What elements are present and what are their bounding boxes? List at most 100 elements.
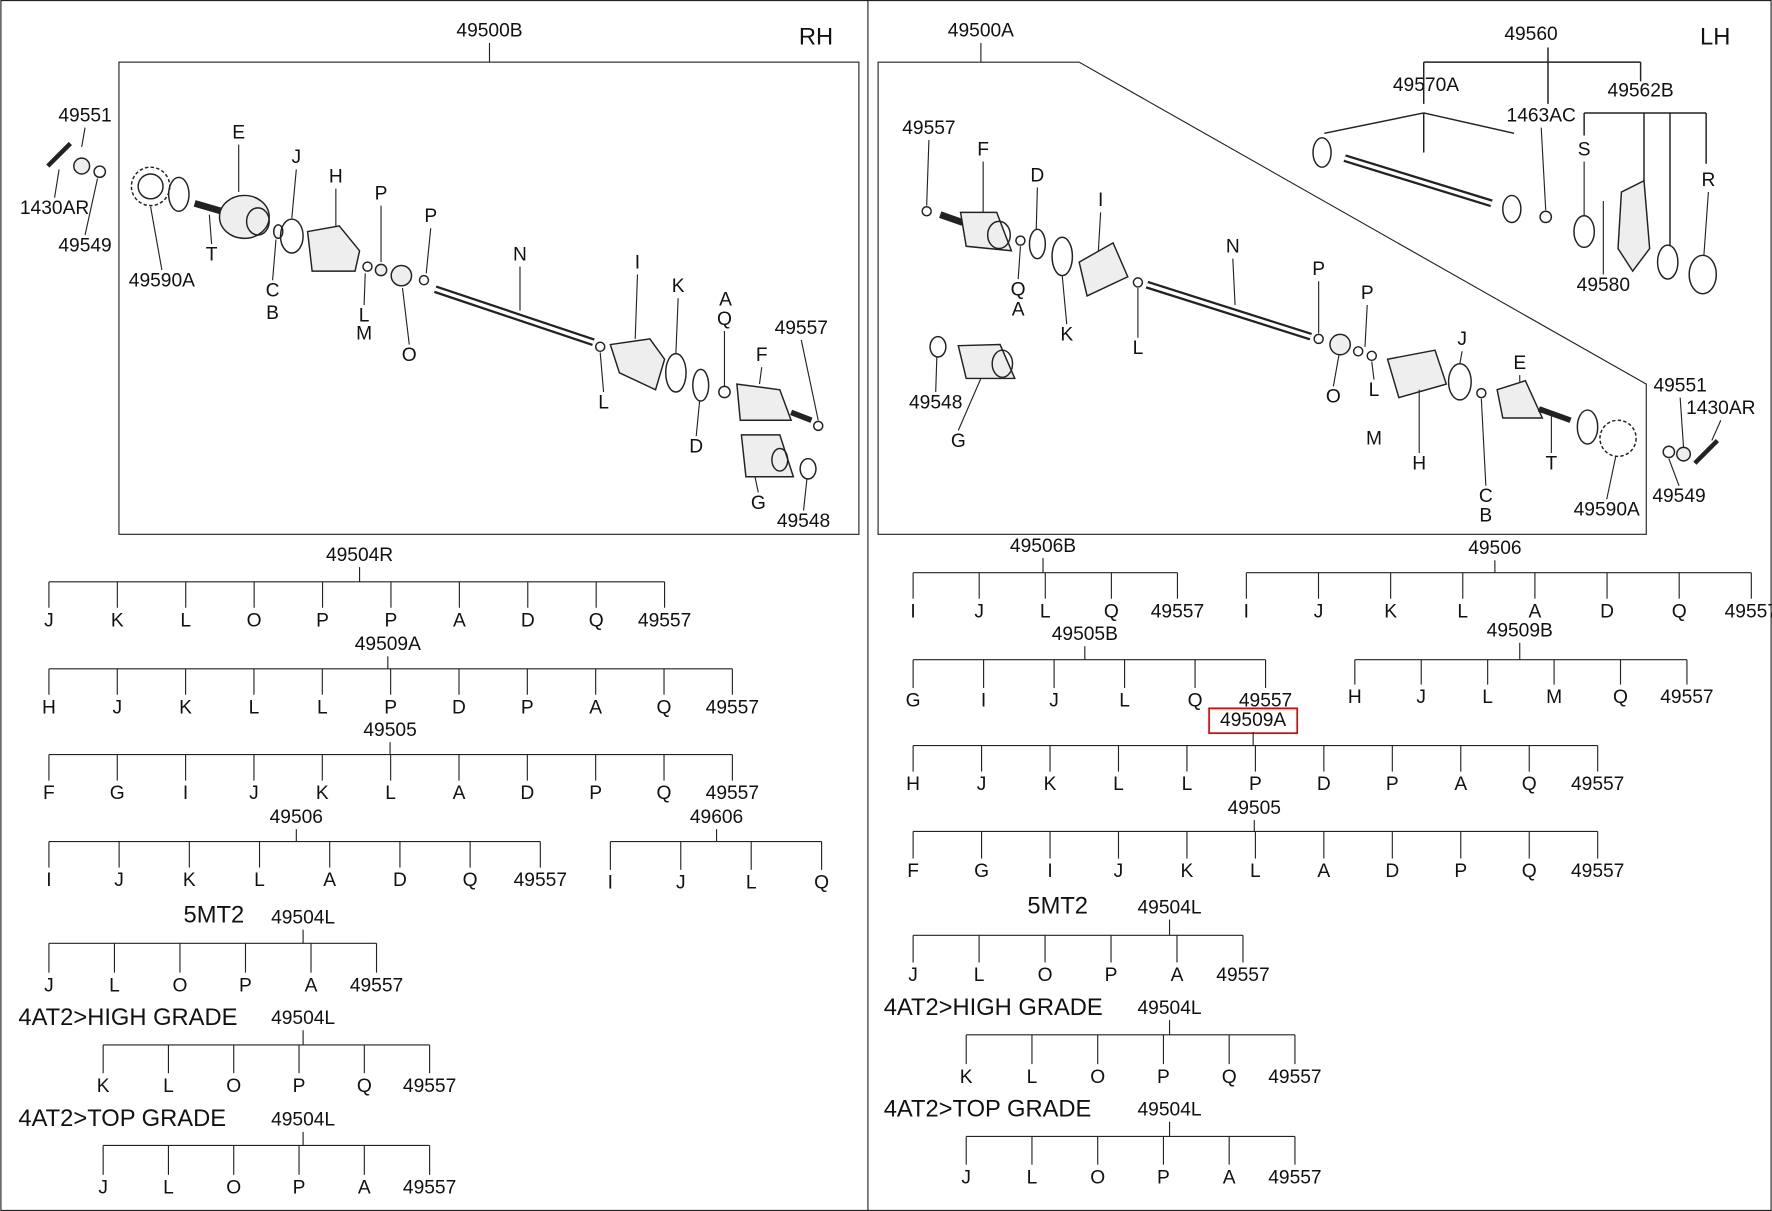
tree-child: 49557	[706, 783, 759, 804]
tree-child: 49557	[1725, 601, 1772, 622]
tree-child: A	[1223, 1167, 1236, 1188]
leader	[272, 239, 277, 281]
tree-parent: 49509B	[1487, 621, 1553, 642]
leader	[935, 356, 938, 393]
tree-child: G	[974, 861, 989, 882]
leader	[800, 339, 819, 421]
tree-child: J	[961, 1167, 971, 1188]
leader	[363, 273, 366, 306]
tree-child: D	[1600, 601, 1614, 622]
side-label: LH	[1700, 25, 1730, 51]
tree-child: K	[1044, 774, 1057, 795]
tree-child: 49557	[1216, 965, 1269, 986]
tree-child: J	[114, 870, 124, 891]
callout-label: I	[635, 252, 640, 273]
callout-label: M	[356, 323, 372, 344]
tree-child: Q	[657, 697, 672, 718]
tree-child: L	[317, 697, 328, 718]
leader	[1703, 192, 1709, 256]
tree-child: J	[974, 601, 984, 622]
tree-child: L	[1040, 601, 1051, 622]
tree-prefix: 4AT2>TOP GRADE	[884, 1097, 1092, 1123]
tree-child: K	[97, 1076, 110, 1097]
tree-child: 49557	[1571, 774, 1624, 795]
callout-label: P	[375, 183, 388, 204]
leader	[1606, 456, 1617, 500]
callout-label: E	[1513, 353, 1526, 374]
tree-child: D	[520, 783, 534, 804]
right-parts	[921, 47, 1720, 465]
tree-child: 49557	[1660, 687, 1713, 708]
callout-label: 1463AC	[1507, 105, 1576, 126]
callout-label: L	[1133, 338, 1144, 359]
tree-child: P	[385, 610, 398, 631]
callout-label: T	[1546, 453, 1558, 474]
tree-child: Q	[1104, 601, 1119, 622]
side-label: RH	[799, 25, 833, 51]
callout-label: Q	[1011, 279, 1026, 300]
tree-child: A	[589, 697, 602, 718]
callout-label: 49551	[58, 105, 111, 126]
tree-child: A	[453, 783, 466, 804]
tree-child: L	[163, 1177, 174, 1198]
leader	[208, 214, 213, 245]
tree-parent: 49505B	[1052, 624, 1118, 645]
tree-child: A	[1454, 774, 1467, 795]
tree-child: J	[977, 774, 987, 795]
tree-child: P	[293, 1177, 306, 1198]
tree-child: 49557	[706, 697, 759, 718]
tree-child: P	[1386, 774, 1399, 795]
tree-child: J	[44, 975, 54, 996]
callout-label: N	[513, 244, 527, 265]
leader	[1232, 258, 1236, 306]
tree-parent: 49509A	[1220, 710, 1286, 731]
leader	[425, 228, 432, 274]
tree-child: L	[974, 965, 985, 986]
tree-child: 49557	[1571, 861, 1624, 882]
callout-label: E	[232, 122, 245, 143]
tree-child: J	[249, 783, 259, 804]
tree-child: O	[1090, 1067, 1105, 1088]
tree-child: P	[1105, 965, 1118, 986]
tree-child: L	[385, 783, 396, 804]
tree-parent: 49506	[270, 807, 323, 828]
tree-parent: 49606	[690, 807, 743, 828]
tree-child: K	[1384, 601, 1397, 622]
callout-label: H	[1412, 453, 1426, 474]
tree-child: 49557	[514, 870, 567, 891]
tree-child: 49557	[350, 975, 403, 996]
leader	[1480, 398, 1487, 486]
leader	[926, 140, 930, 206]
left-parts	[46, 141, 824, 480]
leader	[957, 378, 982, 431]
assembly-label: 49500A	[948, 21, 1014, 42]
tree-child: 49557	[1268, 1067, 1321, 1088]
leader	[1364, 304, 1368, 347]
tree-child: J	[1114, 861, 1124, 882]
tree-child: K	[179, 697, 192, 718]
tree-child: O	[247, 610, 262, 631]
tree-child: H	[42, 697, 56, 718]
tree-child: D	[1317, 774, 1331, 795]
tree-child: L	[1250, 861, 1261, 882]
callout-label: 49548	[909, 392, 962, 413]
tree-child: L	[1113, 774, 1124, 795]
tree-parent: 49506B	[1010, 536, 1076, 557]
callout-label: P	[424, 206, 437, 227]
tree-child: Q	[1522, 774, 1537, 795]
callout-label: N	[1226, 236, 1240, 257]
tree-child: K	[1181, 861, 1194, 882]
tree-child: I	[608, 872, 613, 893]
tree-parent: 49504L	[271, 1110, 335, 1131]
callout-label: A	[1012, 300, 1025, 321]
callout-label: 49549	[58, 235, 111, 256]
callout-label: J	[1457, 329, 1467, 350]
tree-child: A	[1317, 861, 1330, 882]
callout-label: J	[292, 147, 302, 168]
callout-label: F	[977, 139, 989, 160]
callout-label: 49590A	[129, 270, 195, 291]
tree-child: G	[110, 783, 125, 804]
tree-child: O	[226, 1177, 241, 1198]
